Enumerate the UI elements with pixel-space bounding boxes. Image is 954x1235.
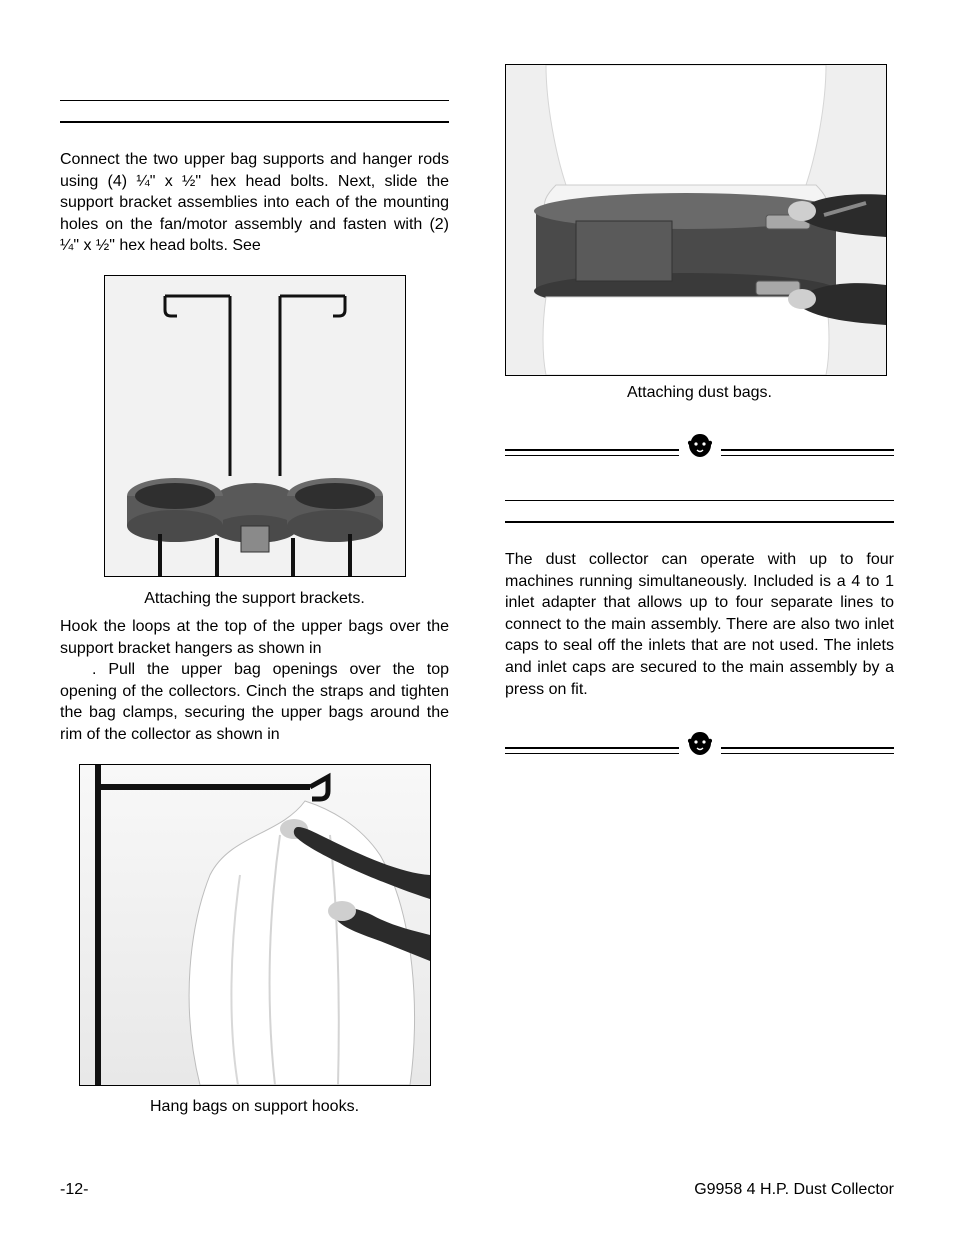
right-column: Attaching dust bags. [505,60,894,1124]
page: Connect the two upper bag supports and h… [0,0,954,1235]
bear-icon [685,431,715,461]
figure-1: Attaching the support brackets. [60,275,449,608]
two-column-layout: Connect the two upper bag supports and h… [60,60,894,1124]
right-paragraph-1: The dust collector can operate with up t… [505,549,894,700]
figure-3: Attaching dust bags. [505,64,894,402]
page-footer: -12- G9958 4 H.P. Dust Collector [60,1181,894,1199]
figure-2: Hang bags on support hooks. [60,764,449,1116]
left-paragraph-2a: Hook the loops at the top of the upper b… [60,616,449,659]
left-paragraph-2b: . Pull the upper bag openings over the t… [60,659,449,745]
page-number: -12- [60,1181,88,1199]
bear-icon [685,729,715,759]
footer-right-text: G9958 4 H.P. Dust Collector [694,1181,894,1199]
bear-divider-2 [505,722,894,762]
section-header-left [60,100,449,123]
left-column: Connect the two upper bag supports and h… [60,60,449,1124]
figure-3-caption: Attaching dust bags. [505,384,894,402]
figure-1-image [104,275,406,577]
figure-2-caption: Hang bags on support hooks. [60,1098,449,1116]
bear-divider-1 [505,424,894,464]
figure-2-image [79,764,431,1086]
figure-1-caption: Attaching the support brackets. [60,590,449,608]
figure-3-image [505,64,887,376]
section-header-right [505,500,894,523]
left-paragraph-1: Connect the two upper bag supports and h… [60,149,449,257]
